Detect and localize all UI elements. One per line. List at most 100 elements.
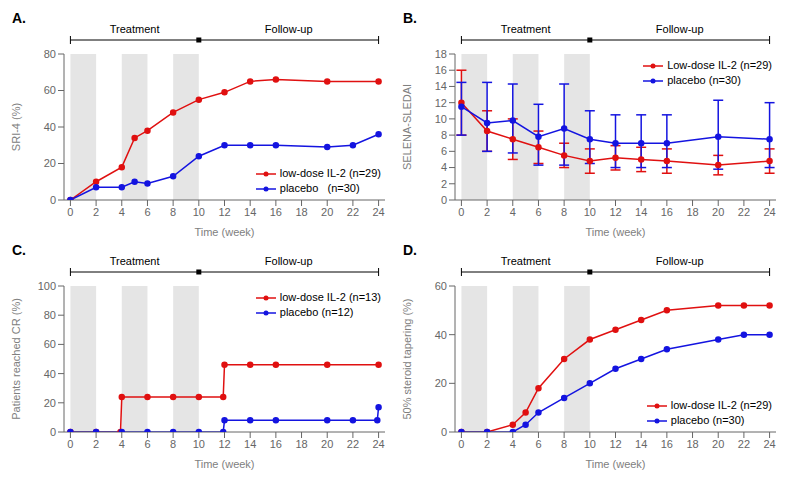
html-text:placebo (n=30): placebo (n=30) [279, 182, 360, 194]
html-text:Low-dose IL-2 (n=29): Low-dose IL-2 (n=29) [667, 59, 772, 71]
html-text:C.: C. [12, 242, 26, 258]
svg-text:12: 12 [609, 438, 621, 450]
svg-text:12: 12 [218, 206, 230, 218]
svg-text:40: 40 [435, 329, 447, 341]
svg-text:2: 2 [484, 206, 490, 218]
svg-text:18: 18 [295, 206, 307, 218]
svg-text:18: 18 [686, 206, 698, 218]
svg-text:100: 100 [38, 280, 56, 292]
svg-text:14: 14 [244, 206, 256, 218]
svg-text:24: 24 [763, 438, 775, 450]
html-text:A.: A. [12, 10, 26, 26]
html-text:B.: B. [403, 10, 417, 26]
svg-text:20: 20 [321, 206, 333, 218]
svg-text:Treatment: Treatment [110, 23, 160, 35]
svg-text:0: 0 [441, 426, 447, 438]
svg-text:80: 80 [44, 309, 56, 321]
svg-text:50% steroid tapering (%): 50% steroid tapering (%) [401, 298, 413, 419]
svg-text:6: 6 [535, 206, 541, 218]
svg-text:14: 14 [244, 438, 256, 450]
svg-text:4: 4 [510, 438, 516, 450]
svg-text:Time (week): Time (week) [194, 458, 254, 470]
svg-text:60: 60 [44, 84, 56, 96]
svg-text:80: 80 [44, 48, 56, 60]
svg-text:Treatment: Treatment [110, 255, 160, 267]
svg-text:16: 16 [270, 206, 282, 218]
svg-text:20: 20 [435, 377, 447, 389]
svg-text:Treatment: Treatment [501, 255, 551, 267]
svg-text:6: 6 [441, 145, 447, 157]
svg-text:4: 4 [119, 206, 125, 218]
svg-text:0: 0 [441, 194, 447, 206]
svg-text:22: 22 [347, 438, 359, 450]
svg-text:10: 10 [193, 438, 205, 450]
svg-text:8: 8 [441, 129, 447, 141]
svg-text:8: 8 [170, 438, 176, 450]
svg-text:24: 24 [372, 438, 384, 450]
svg-text:6: 6 [535, 438, 541, 450]
svg-text:20: 20 [712, 206, 724, 218]
svg-text:60: 60 [435, 280, 447, 292]
svg-text:20: 20 [44, 397, 56, 409]
svg-text:2: 2 [93, 438, 99, 450]
svg-text:Patients reached CR (%): Patients reached CR (%) [10, 298, 22, 420]
html-text:low-dose IL-2 (n=29): low-dose IL-2 (n=29) [279, 167, 381, 179]
svg-text:10: 10 [584, 206, 596, 218]
svg-text:8: 8 [561, 438, 567, 450]
svg-text:Follow-up: Follow-up [265, 23, 313, 35]
svg-text:14: 14 [635, 206, 647, 218]
svg-text:16: 16 [270, 438, 282, 450]
svg-text:20: 20 [712, 438, 724, 450]
svg-text:10: 10 [193, 206, 205, 218]
svg-text:0: 0 [458, 206, 464, 218]
svg-text:2: 2 [93, 206, 99, 218]
svg-text:12: 12 [435, 97, 447, 109]
svg-text:10: 10 [584, 438, 596, 450]
svg-text:22: 22 [738, 438, 750, 450]
svg-text:16: 16 [661, 206, 673, 218]
svg-text:0: 0 [67, 206, 73, 218]
svg-text:12: 12 [609, 206, 621, 218]
svg-text:16: 16 [435, 64, 447, 76]
svg-text:4: 4 [510, 206, 516, 218]
svg-text:Follow-up: Follow-up [656, 23, 704, 35]
svg-text:12: 12 [218, 438, 230, 450]
svg-text:0: 0 [50, 194, 56, 206]
svg-text:SELENA-SLEDAI: SELENA-SLEDAI [401, 84, 413, 170]
svg-text:16: 16 [661, 438, 673, 450]
svg-text:20: 20 [321, 438, 333, 450]
svg-text:0: 0 [458, 438, 464, 450]
svg-text:SRI-4 (%): SRI-4 (%) [10, 103, 22, 151]
svg-text:14: 14 [435, 80, 447, 92]
svg-text:2: 2 [441, 178, 447, 190]
svg-text:0: 0 [67, 438, 73, 450]
svg-text:8: 8 [170, 206, 176, 218]
svg-text:24: 24 [372, 206, 384, 218]
svg-text:10: 10 [435, 113, 447, 125]
svg-text:24: 24 [763, 206, 775, 218]
svg-text:40: 40 [44, 121, 56, 133]
svg-text:Follow-up: Follow-up [656, 255, 704, 267]
svg-text:6: 6 [144, 438, 150, 450]
svg-text:Time (week): Time (week) [585, 226, 645, 238]
svg-text:18: 18 [435, 48, 447, 60]
svg-text:22: 22 [347, 206, 359, 218]
svg-text:0: 0 [50, 426, 56, 438]
svg-text:14: 14 [635, 438, 647, 450]
svg-text:18: 18 [686, 438, 698, 450]
svg-text:4: 4 [441, 161, 447, 173]
svg-text:40: 40 [44, 368, 56, 380]
svg-text:20: 20 [44, 157, 56, 169]
svg-text:4: 4 [119, 438, 125, 450]
svg-text:Follow-up: Follow-up [265, 255, 313, 267]
svg-text:22: 22 [738, 206, 750, 218]
svg-text:18: 18 [295, 438, 307, 450]
svg-text:60: 60 [44, 338, 56, 350]
svg-text:Time (week): Time (week) [194, 226, 254, 238]
svg-text:2: 2 [484, 438, 490, 450]
svg-text:Time (week): Time (week) [585, 458, 645, 470]
svg-text:Treatment: Treatment [501, 23, 551, 35]
svg-text:8: 8 [561, 206, 567, 218]
html-text:D.: D. [403, 242, 417, 258]
svg-text:6: 6 [144, 206, 150, 218]
